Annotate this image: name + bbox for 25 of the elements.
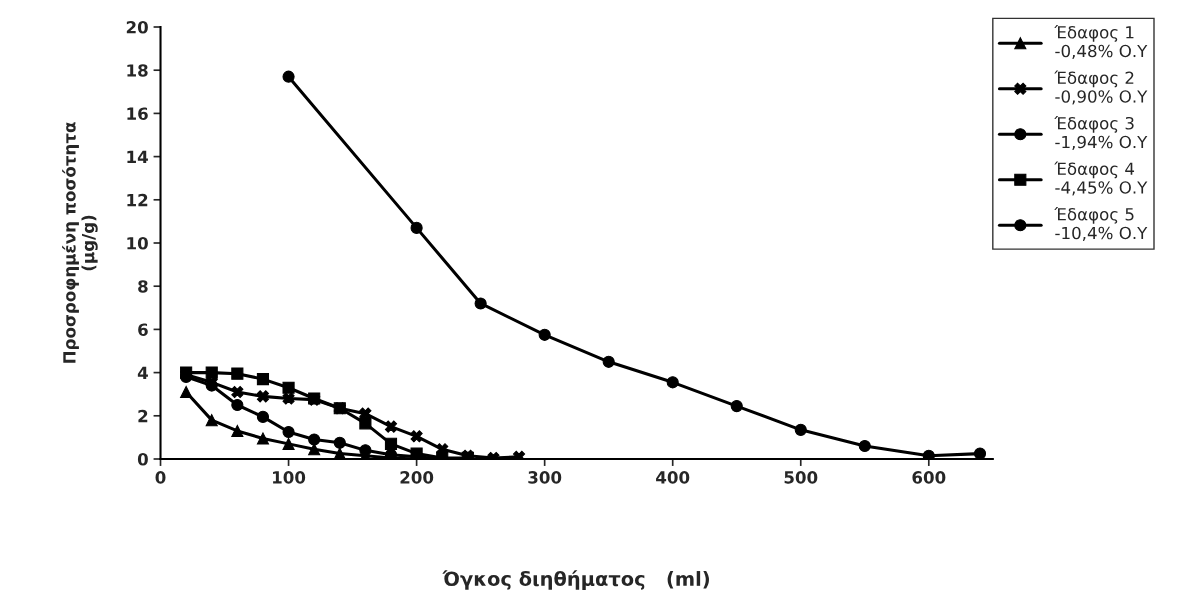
x-tick-label: 0 xyxy=(155,471,166,484)
x-tick-label: 100 xyxy=(273,471,306,484)
y-tick-label: 20 xyxy=(126,20,148,34)
y-tick-label: 0 xyxy=(137,452,148,466)
y-tick-label: 4 xyxy=(137,366,148,379)
legend-label: Έδαφος 5 -10,4% Ο.Υ xyxy=(1054,207,1148,241)
x-tick-label: 400 xyxy=(656,471,690,484)
y-tick-label: 10 xyxy=(127,236,148,250)
y-tick-label: 16 xyxy=(127,107,148,120)
legend-label: Έδαφος 2 -0,90% Ο.Υ xyxy=(1054,70,1148,105)
y-tick-label: 6 xyxy=(138,323,148,336)
y-tick-label: 12 xyxy=(127,193,148,207)
legend-label: Έδαφος 4 -4,45% Ο.Υ xyxy=(1054,161,1148,196)
x-tick-label: 200 xyxy=(400,471,434,484)
y-axis-title: Προσροφημένη ποσότητα (μg/g) xyxy=(62,122,98,363)
y-tick-label: 18 xyxy=(127,64,148,77)
x-tick-label: 300 xyxy=(528,471,562,484)
x-tick-label: 600 xyxy=(912,471,946,484)
legend-label: Έδαφος 1 -0,48% Ο.Υ xyxy=(1054,25,1148,59)
x-tick-label: 500 xyxy=(784,471,818,484)
y-tick-label: 14 xyxy=(127,150,148,163)
y-tick-label: 2 xyxy=(138,409,148,423)
x-axis-title: Όγκος διηθήματος (ml) xyxy=(442,570,709,590)
legend-label: Έδαφος 3 -1,94% Ο.Υ xyxy=(1054,116,1148,150)
y-tick-label: 8 xyxy=(138,280,148,293)
